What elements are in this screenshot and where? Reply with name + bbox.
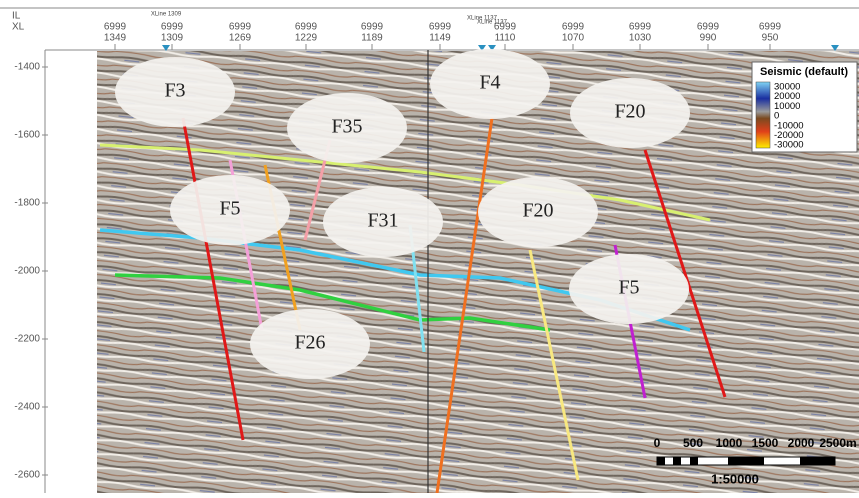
il-tick-label: 6999: [361, 22, 384, 33]
xl-tick-label: 1229: [295, 33, 318, 44]
legend-label: -30000: [774, 140, 804, 151]
fault-label: F26: [294, 332, 325, 354]
legend: Seismic (default) 3000020000100000-10000…: [752, 62, 857, 152]
depth-tick-label: -2600: [14, 470, 40, 481]
fault-label: F5: [219, 198, 240, 220]
depth-tick-label: -2200: [14, 334, 40, 345]
xl-label: XL: [12, 22, 25, 33]
fault-label: F31: [367, 210, 398, 232]
scale-label: 2000: [788, 436, 815, 450]
xl-tick-label: 1149: [429, 33, 451, 44]
legend-title: Seismic (default): [760, 66, 848, 78]
scale-bar-segment: [690, 457, 698, 465]
xl-tick-label: 990: [700, 33, 717, 44]
depth-tick-label: -1600: [14, 130, 40, 141]
scale-label: 1500: [752, 436, 779, 450]
il-tick-label: 6999: [104, 22, 127, 33]
depth-tick-label: -1800: [14, 198, 40, 209]
depth-tick-label: -1400: [14, 62, 40, 73]
scale-ratio: 1:50000: [711, 471, 759, 486]
fault-label: F3: [164, 80, 185, 102]
fault-label: F20: [522, 200, 553, 222]
il-tick-label: 6999: [429, 22, 452, 33]
xline-marker-label: XLine 1137: [477, 20, 508, 26]
il-tick-label: 6999: [759, 22, 782, 33]
xl-tick-label: 1030: [629, 33, 652, 44]
fault-label: F35: [331, 116, 362, 138]
scale-bar-segment: [657, 457, 665, 465]
xl-tick-label: 950: [762, 33, 779, 44]
scale-bar-segment: [800, 457, 835, 465]
xl-tick-label: 1110: [495, 33, 516, 44]
scale-bar-segment: [728, 457, 764, 465]
xl-tick-label: 1349: [104, 33, 127, 44]
depth-tick-label: -2400: [14, 402, 40, 413]
xl-tick-label: 1269: [229, 33, 252, 44]
il-tick-label: 6999: [697, 22, 720, 33]
scale-label: 1000: [716, 436, 743, 450]
color-bar: [756, 82, 770, 148]
depth-tick-label: -2000: [14, 266, 40, 277]
il-tick-label: 6999: [161, 22, 184, 33]
il-tick-label: 6999: [295, 22, 318, 33]
fault-label: F5: [618, 277, 639, 299]
il-tick-label: 6999: [229, 22, 252, 33]
scale-label: 2500m: [819, 436, 856, 450]
scale-bar-segment: [673, 457, 681, 465]
xline-marker-label: XLine 1309: [151, 12, 182, 18]
xl-tick-label: 1189: [361, 33, 383, 44]
seismic-view: Seismic (default) 3000020000100000-10000…: [0, 0, 859, 493]
il-tick-label: 6999: [629, 22, 652, 33]
scale-label: 500: [683, 436, 703, 450]
fault-label: F4: [479, 72, 500, 94]
il-tick-label: 6999: [562, 22, 585, 33]
xl-tick-label: 1309: [161, 33, 184, 44]
fault-label: F20: [614, 101, 645, 123]
scale-label: 0: [654, 436, 661, 450]
xl-tick-label: 1070: [562, 33, 585, 44]
il-label: IL: [12, 11, 21, 22]
